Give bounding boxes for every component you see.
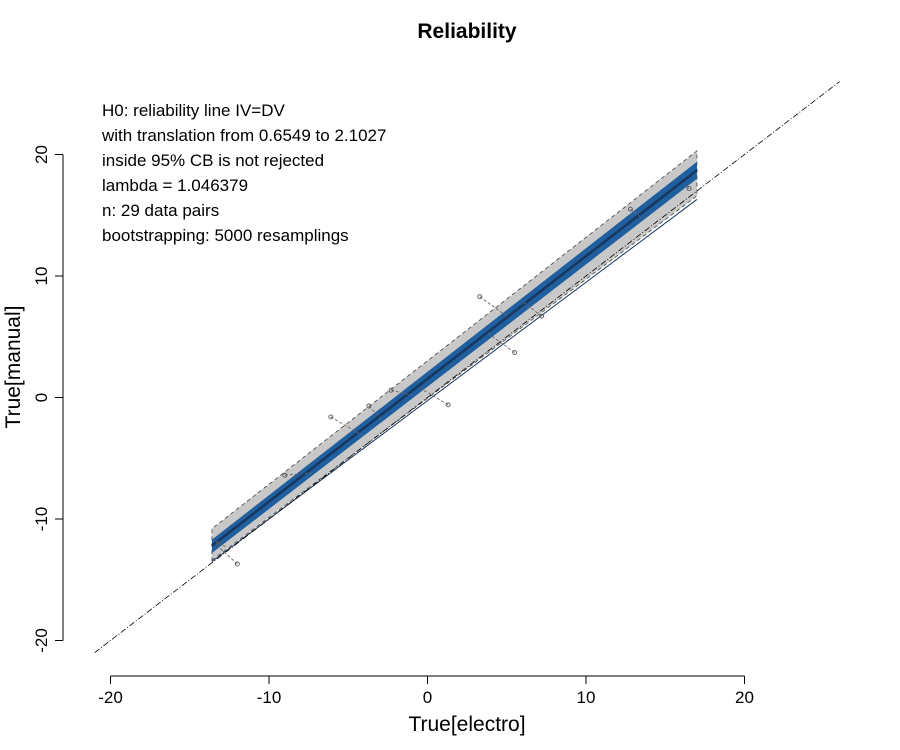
projection-segment xyxy=(330,416,365,437)
chart-title: Reliability xyxy=(417,20,517,43)
plot-area xyxy=(94,81,840,653)
x-tick-label: 0 xyxy=(423,688,432,707)
data-point xyxy=(512,350,518,355)
data-point xyxy=(445,402,451,408)
x-axis-label: True[electro] xyxy=(408,713,525,736)
annotation-line: bootstrapping: 5000 resamplings xyxy=(102,226,349,245)
x-tick-label: 10 xyxy=(577,688,596,707)
data-point xyxy=(388,387,394,393)
y-tick-label: 20 xyxy=(32,145,51,164)
data-point xyxy=(328,414,334,420)
projection-segment xyxy=(390,389,412,396)
x-tick-label: 20 xyxy=(735,688,754,707)
annotation-line: lambda = 1.046379 xyxy=(102,176,248,195)
identity-line xyxy=(94,81,840,653)
axes: -20 -10 0 10 20 -20 -10 0 10 20 xyxy=(32,145,754,707)
projection-segment xyxy=(683,184,690,189)
projection-segment xyxy=(419,387,449,406)
projection-segment xyxy=(218,542,227,548)
regression-line xyxy=(211,169,698,547)
y-tick-label: 10 xyxy=(32,267,51,286)
data-point xyxy=(477,294,483,300)
data-point xyxy=(215,540,221,546)
data-point xyxy=(627,206,633,212)
projection-segment xyxy=(520,299,542,317)
data-point xyxy=(366,403,372,409)
data-point xyxy=(539,313,545,319)
projection-segment xyxy=(630,208,644,220)
y-axis-label: True[manual] xyxy=(2,306,25,429)
annotation-line: n: 29 data pairs xyxy=(102,201,219,220)
data-point xyxy=(234,561,240,567)
projection-segment xyxy=(219,547,238,565)
annotation-block: H0: reliability line IV=DV with translat… xyxy=(101,101,386,245)
data-point xyxy=(282,472,288,478)
annotation-line: H0: reliability line IV=DV xyxy=(102,101,285,120)
y-tick-label: -10 xyxy=(32,507,51,532)
y-tick-label: 0 xyxy=(32,393,51,402)
lower-bound-line xyxy=(211,199,698,562)
x-tick-label: -20 xyxy=(98,688,123,707)
projection-segment xyxy=(368,405,382,420)
y-tick-label: -20 xyxy=(32,628,51,653)
projection-segment xyxy=(487,332,515,353)
annotation-line: inside 95% CB is not rejected xyxy=(102,151,324,170)
x-tick-label: -10 xyxy=(257,688,282,707)
projection-segment xyxy=(479,296,509,318)
data-point xyxy=(686,186,692,191)
annotation-line: with translation from 0.6549 to 2.1027 xyxy=(101,126,386,145)
